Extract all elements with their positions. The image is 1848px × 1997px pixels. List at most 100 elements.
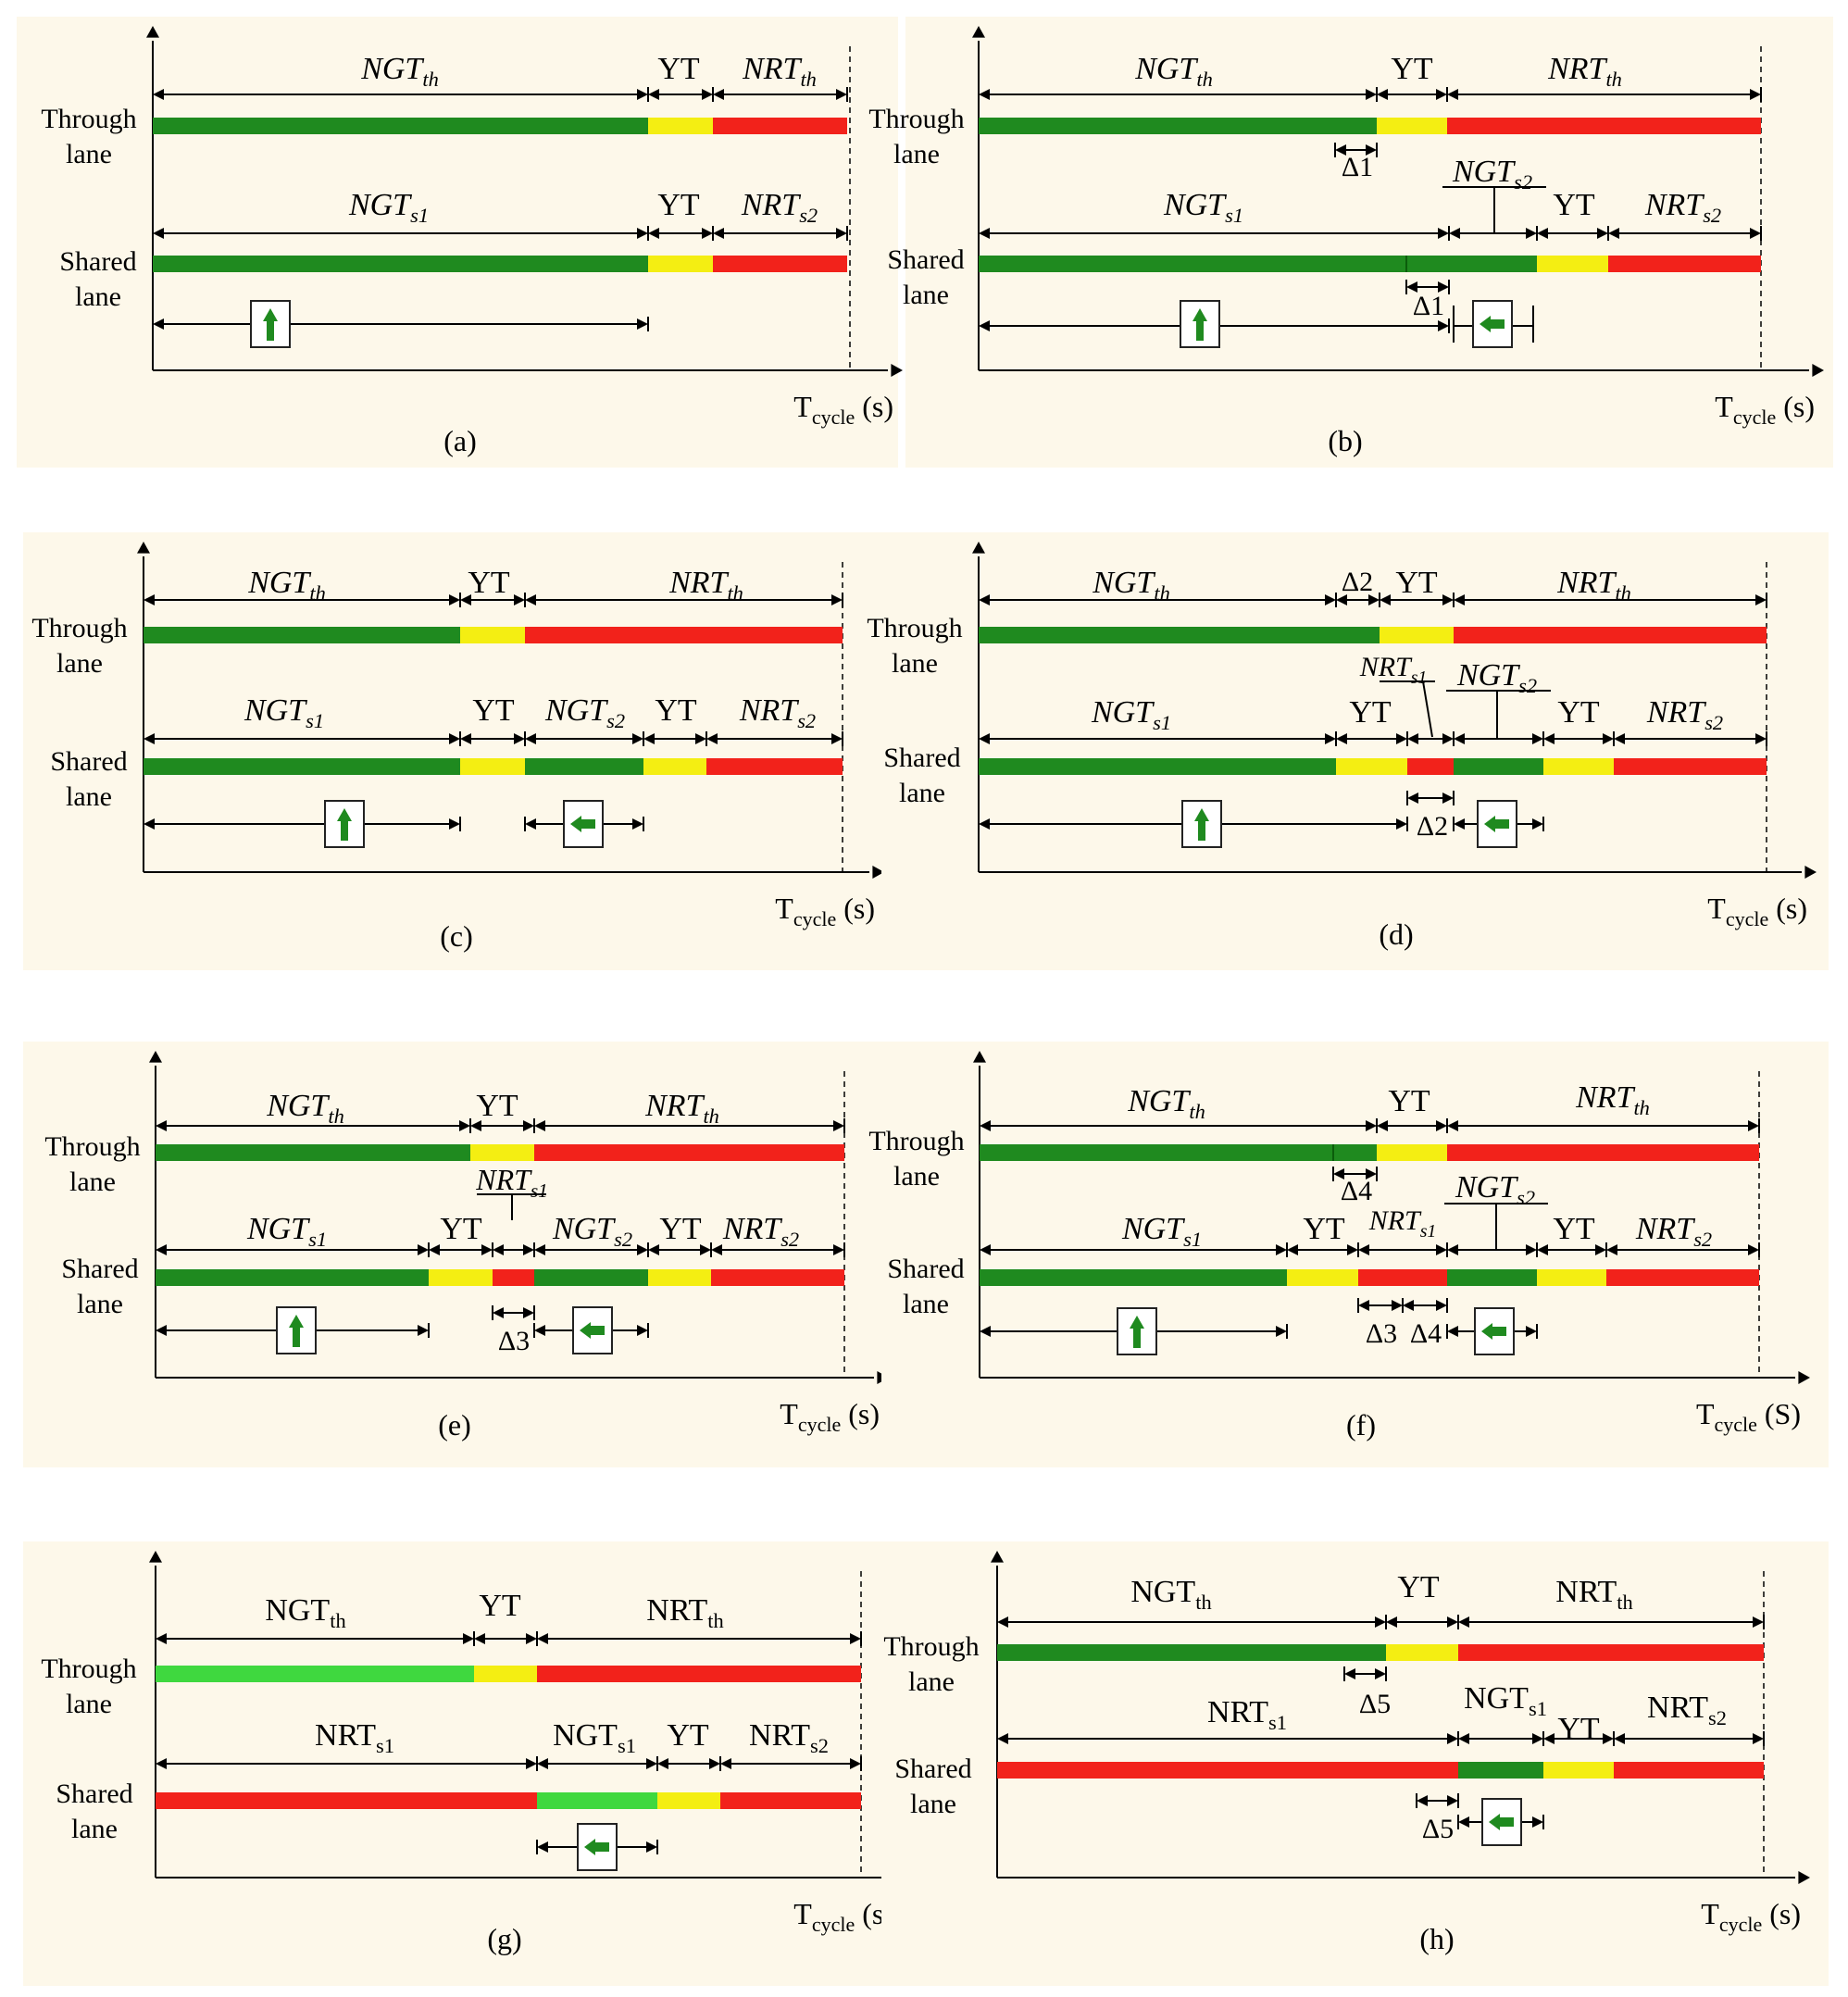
dimension-line [1607,226,1762,241]
x-axis-label: Tcycle (s) [793,390,893,429]
label-subscript: s1 [376,1734,394,1757]
shared-label: YT [1553,1212,1595,1246]
dimension-arrow-left [156,1633,167,1644]
shared-label: NRTs1 [1368,1205,1437,1242]
shared-label: NRTs2 [722,1212,799,1251]
dimension-arrow-right [695,733,706,744]
shared-lane-bar [156,1269,844,1286]
dimension-arrow-right [1366,1120,1377,1131]
x-axis-label: Tcycle (s) [1715,390,1815,429]
shared-lane-label: Shared lane [59,246,136,312]
delta-interval [1405,280,1450,294]
dimension-arrow-left [1377,89,1388,100]
dimension-arrow-left [156,1325,167,1336]
dimension-arrow-right [418,1244,429,1255]
dimension-line [1613,1731,1765,1746]
through-ngt-label: NGTth [247,566,326,605]
lane-label-line1: Through [883,1631,979,1662]
dimension-arrow-right [1532,1816,1543,1828]
label-subscript: s2 [1518,674,1537,697]
left-turn-movement-icon [1481,1798,1522,1846]
label-subscript: th [1617,1591,1632,1614]
label-main: NGT [265,1593,330,1628]
dimension-arrow-right [1526,228,1537,239]
green-phase [1454,758,1543,775]
through-nrt-label: NRTth [644,1089,719,1128]
dimension-arrow-right [1595,1244,1606,1255]
label-main: NRT [722,1212,782,1246]
shared-label: NGTs2 [552,1212,632,1251]
through-ngt-label: NGTth [360,52,439,91]
shared-label: NGTs1 [1163,188,1243,227]
label-main: NRT [1368,1205,1422,1236]
label-subscript: th [309,581,325,605]
arrow-up-icon [289,1315,304,1347]
dimension-arrow-right [637,318,648,330]
shared-lane-bar [144,758,843,775]
dimension-arrow-left [1403,1300,1414,1311]
dimension-line [712,87,848,102]
dimension-line [1453,593,1767,607]
green-phase [979,118,1377,134]
panel-caption: (f) [1346,1408,1376,1442]
red-phase [1407,758,1454,775]
label-subscript: s1 [531,1179,548,1202]
through-yt-label: YT [1391,52,1433,86]
dimension-arrow-right [833,1120,844,1131]
dimension-arrow-right [1603,1733,1614,1744]
red-phase [1358,1269,1447,1286]
dimension-arrow-left [1449,228,1460,239]
through-movement-icon [250,300,291,348]
label-subscript: s1 [1268,1711,1287,1734]
label-subscript: s1 [1153,711,1171,734]
dimension-arrow-left [713,228,724,239]
label-subscript: s2 [797,709,816,732]
dimension-arrow-left [706,733,718,744]
label-subscript: s1 [1225,204,1243,227]
shared-label: YT [440,1212,482,1246]
lane-label-line1: Through [868,104,964,134]
dimension-arrow-left [648,89,659,100]
arrow-up-icon [1192,308,1207,341]
lane-label-line2: lane [899,778,945,808]
dimension-arrow-left [1614,1733,1625,1744]
lane-label-line2: lane [66,139,112,169]
yellow-phase [643,758,706,775]
shared-lane-label: Shared lane [883,743,960,808]
through-lane-label: Through lane [867,613,962,679]
through-lane-bar [997,1644,1764,1661]
shared-label: YT [1303,1212,1345,1246]
dimension-arrow-right [514,594,525,605]
arrow-up-icon [1130,1316,1144,1348]
dimension-arrow-left [156,1120,167,1131]
lane-label-line1: Through [41,1654,136,1684]
label-subscript: th [800,68,816,91]
dimension-arrow-left [493,1307,504,1318]
dimension-arrow-right [523,1307,534,1318]
label-main: NGT [247,566,311,600]
red-phase [1447,118,1761,134]
dimension-arrow-right [637,1244,648,1255]
red-phase [525,627,843,643]
shared-label: NGTs1 [553,1718,636,1757]
label-main: NRT [1547,52,1607,86]
label-main: NGT [1121,1212,1185,1246]
dimension-arrow-right [1753,1616,1764,1628]
dimension-arrow-right [1436,1244,1447,1255]
dimension-line [459,593,526,607]
yellow-phase [1336,758,1407,775]
dimension-arrow-right [1276,1244,1287,1255]
label-subscript: th [1605,68,1621,91]
dimension-arrow-left [1458,1733,1469,1744]
label-main: NRT [646,1593,707,1628]
dimension-arrow-right [1447,1733,1458,1744]
left-turn-movement-icon [1477,800,1517,848]
label-main: NRT [1207,1695,1268,1729]
lane-label-line2: lane [69,1167,116,1197]
arrow-up-icon [1194,808,1209,841]
through-yt-label: YT [476,1089,518,1123]
dimension-arrow-right [1748,1120,1759,1131]
dimension-arrow-left [1614,733,1625,744]
dimension-arrow-left [1447,1326,1458,1337]
